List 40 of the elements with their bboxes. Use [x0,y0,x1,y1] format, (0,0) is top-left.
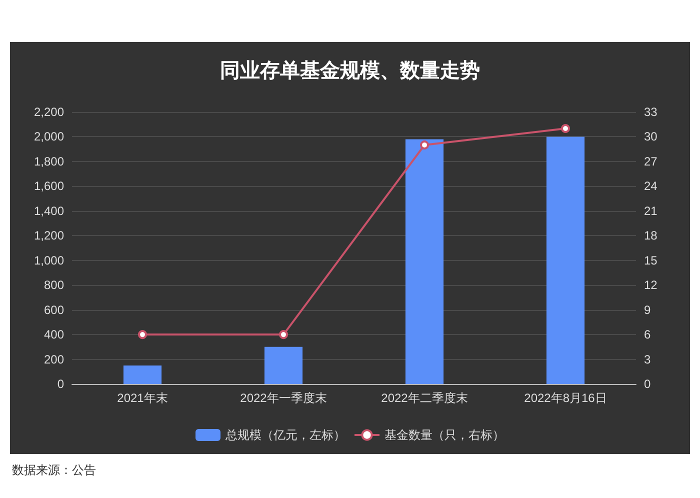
chart-title: 同业存单基金规模、数量走势 [220,59,480,82]
y-tick-label: 600 [44,302,64,317]
y2-tick-label: 0 [644,377,651,391]
y2-tick-label: 15 [644,253,658,268]
y2-tick-label: 9 [644,302,651,317]
y-tick-label: 1,800 [34,154,64,168]
y2-tick-label: 6 [644,328,651,342]
x-tick-label: 2022年二季度末 [381,391,468,405]
y-tick-label: 1,200 [34,228,64,243]
y-tick-label: 2,000 [34,130,64,144]
bar [405,139,444,384]
x-tick-label: 2022年8月16日 [524,391,607,405]
y-tick-label: 1,000 [34,253,64,268]
bar [546,136,585,384]
y-tick-label: 0 [57,377,64,391]
point [420,140,429,150]
y-tick-label: 400 [44,328,64,342]
point [279,330,288,340]
bar [264,346,303,384]
y2-tick-label: 21 [644,204,658,218]
x-tick-label: 2021年末 [117,391,168,405]
y-tick-label: 800 [44,278,64,292]
legend-label: 总规模（亿元，左标） [224,428,346,442]
legend-label: 基金数量（只，右标） [384,428,504,442]
y2-tick-label: 18 [644,228,658,243]
source-note: 数据来源：公告 [12,462,96,479]
y2-tick-label: 24 [644,179,658,194]
y2-tick-label: 33 [644,105,658,119]
y-tick-label: 1,400 [34,204,64,218]
point [138,330,147,340]
y-tick-label: 1,600 [34,179,64,194]
y-tick-label: 200 [44,352,64,366]
y-tick-label: 2,200 [34,105,64,119]
y2-tick-label: 12 [644,278,658,292]
point [561,124,570,133]
x-tick-label: 2022年一季度末 [240,391,327,405]
bar [123,365,162,384]
y2-tick-label: 30 [644,130,658,144]
y2-tick-label: 3 [644,352,651,366]
y2-tick-label: 27 [644,154,658,168]
